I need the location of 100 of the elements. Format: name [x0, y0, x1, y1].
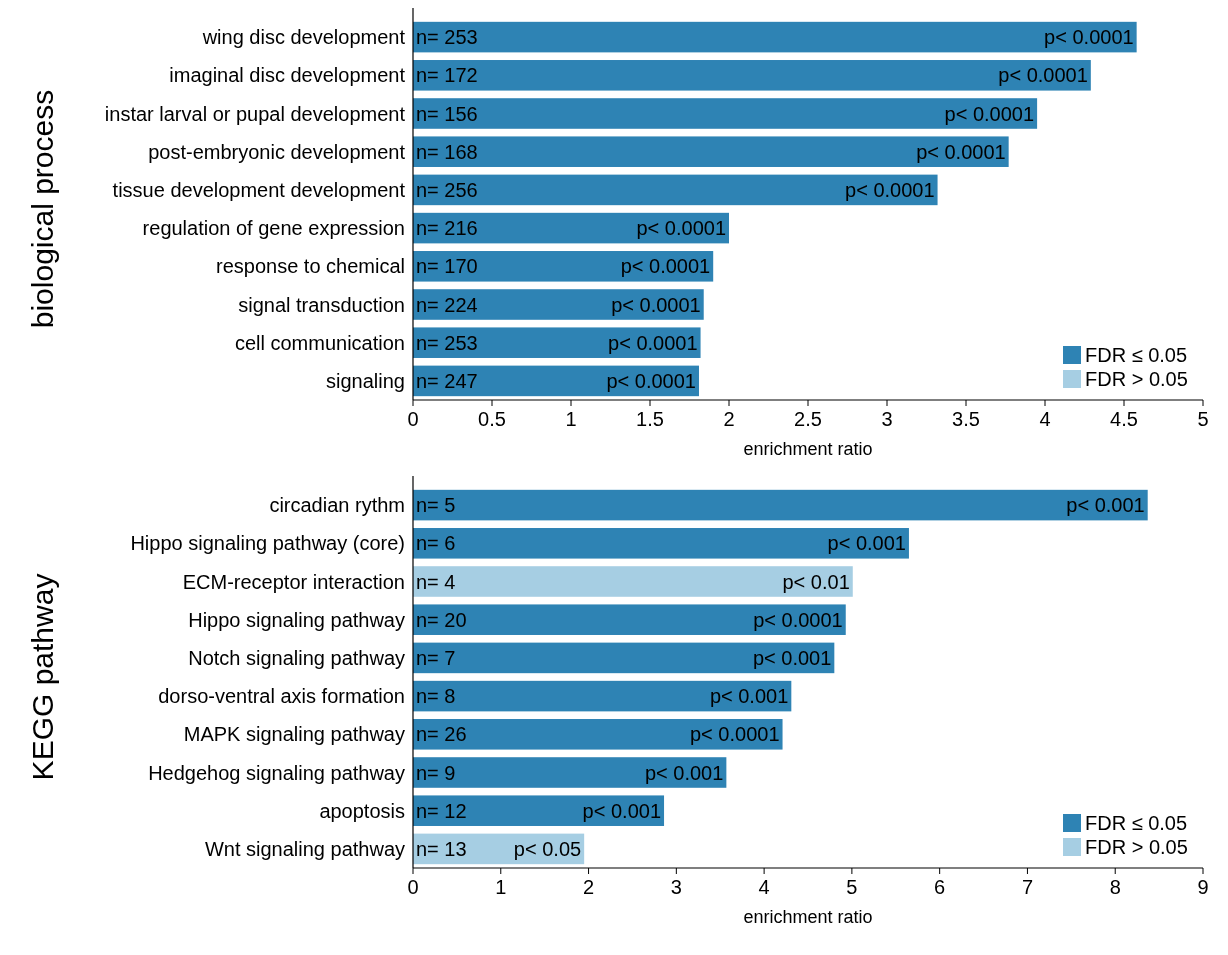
- bar: [413, 489, 1148, 521]
- y-tick-label: regulation of gene expression: [142, 217, 405, 240]
- y-tick-label: wing disc development: [201, 26, 406, 49]
- bar: [413, 21, 1137, 53]
- x-tick-label: 2: [582, 876, 595, 898]
- y-tick-label: Wnt signaling pathway: [204, 837, 405, 860]
- legend-label: FDR > 0.05: [1085, 368, 1188, 390]
- y-axis-title: KEGG pathway: [26, 573, 59, 781]
- annotation: n= 6: [416, 532, 456, 555]
- y-tick-label: signal transduction: [238, 293, 405, 316]
- x-tick-label: 1: [565, 408, 577, 430]
- y-tick-label: signaling: [326, 369, 405, 392]
- x-tick-label: 5: [846, 876, 858, 898]
- data-label: p< 0.0001: [636, 217, 726, 240]
- annotation: n= 170: [416, 255, 478, 278]
- x-tick-label: 4: [758, 876, 770, 898]
- annotation: n= 168: [416, 140, 478, 163]
- data-label: p< 0.0001: [611, 293, 701, 316]
- annotation: n= 253: [416, 331, 478, 354]
- annotation: n= 247: [416, 369, 478, 392]
- x-axis-title: enrichment ratio: [743, 907, 873, 927]
- x-tick-label: 4: [1039, 408, 1051, 430]
- y-tick-label: Hippo signaling pathway (core): [130, 532, 405, 555]
- data-label: p< 0.001: [827, 532, 906, 555]
- x-tick-label: 2: [723, 408, 735, 430]
- bar: [413, 174, 938, 206]
- data-label: p< 0.0001: [753, 608, 843, 631]
- data-label: p< 0.0001: [944, 102, 1035, 125]
- y-tick-label: Hedgehog signaling pathway: [148, 761, 405, 784]
- data-label: p< 0.0001: [620, 255, 711, 278]
- x-tick-label: 5: [1197, 408, 1209, 430]
- x-tick-label: 1.5: [636, 408, 664, 430]
- annotation: n= 12: [416, 799, 467, 822]
- bar: [413, 289, 704, 320]
- y-tick-label: ECM-receptor interaction: [182, 570, 405, 593]
- y-tick-label: response to chemical: [216, 255, 405, 278]
- bar: [413, 795, 665, 826]
- data-label: p< 0.001: [582, 799, 662, 822]
- bar: [413, 528, 909, 559]
- bar: [413, 98, 1038, 129]
- x-tick-label: 0.5: [478, 408, 506, 430]
- x-tick-label: 0: [407, 876, 419, 898]
- y-tick-label: post-embryonic development: [148, 140, 406, 163]
- data-label: p< 0.0001: [998, 64, 1088, 87]
- x-tick-label: 6: [934, 876, 946, 898]
- annotation: n= 224: [416, 293, 478, 316]
- annotation: n= 4: [416, 570, 456, 593]
- data-label: p< 0.05: [513, 837, 582, 860]
- x-tick-label: 1: [495, 876, 507, 898]
- annotation: n= 253: [416, 26, 478, 49]
- y-tick-label: tissue development development: [112, 178, 406, 201]
- data-label: p< 0.001: [1066, 494, 1145, 517]
- annotation: n= 20: [416, 608, 467, 631]
- data-label: p< 0.0001: [1044, 26, 1134, 49]
- legend-label: FDR ≤ 0.05: [1085, 812, 1188, 834]
- y-tick-label: apoptosis: [319, 799, 405, 822]
- data-label: p< 0.001: [752, 646, 832, 669]
- x-tick-label: 3.5: [952, 408, 980, 430]
- y-tick-label: Hippo signaling pathway: [188, 608, 405, 631]
- annotation: n= 26: [416, 723, 467, 746]
- x-tick-label: 4.5: [1110, 408, 1138, 430]
- bar: [413, 327, 701, 358]
- y-tick-label: dorso-ventral axis formation: [158, 685, 405, 708]
- x-tick-label: 0: [407, 408, 419, 430]
- bar: [413, 642, 835, 674]
- annotation: n= 7: [416, 646, 456, 669]
- bar: [413, 136, 1009, 167]
- bar: [413, 566, 853, 597]
- data-label: p< 0.0001: [606, 369, 696, 392]
- annotation: n= 13: [416, 837, 467, 860]
- y-tick-label: MAPK signaling pathway: [183, 723, 405, 746]
- bar: [413, 719, 783, 750]
- x-tick-label: 8: [1109, 876, 1121, 898]
- data-label: p< 0.0001: [690, 723, 780, 746]
- annotation: n= 256: [416, 178, 478, 201]
- bar: [413, 604, 846, 635]
- data-label: p< 0.001: [709, 685, 789, 708]
- y-tick-label: instar larval or pupal development: [104, 102, 406, 125]
- x-tick-label: 3: [881, 408, 893, 430]
- annotation: n= 5: [416, 494, 456, 517]
- y-tick-label: circadian rythm: [269, 494, 405, 517]
- y-tick-label: Notch signaling pathway: [188, 646, 405, 669]
- bar: [413, 757, 727, 788]
- annotation: n= 172: [416, 64, 478, 87]
- y-tick-label: cell communication: [234, 331, 405, 354]
- legend-label: FDR > 0.05: [1085, 836, 1188, 858]
- bar: [413, 680, 792, 712]
- data-label: p< 0.0001: [916, 140, 1006, 163]
- x-tick-label: 3: [670, 876, 682, 898]
- x-tick-label: 7: [1021, 876, 1034, 898]
- data-label: p< 0.01: [782, 570, 850, 593]
- x-tick-label: 9: [1197, 876, 1209, 898]
- data-label: p< 0.001: [644, 761, 724, 784]
- x-axis-title: enrichment ratio: [743, 439, 873, 459]
- data-label: p< 0.0001: [845, 178, 935, 201]
- annotation: n= 8: [416, 685, 456, 708]
- annotation: n= 216: [416, 217, 478, 240]
- annotation: n= 9: [416, 761, 456, 784]
- legend-label: FDR ≤ 0.05: [1085, 344, 1188, 366]
- bar: [413, 251, 714, 282]
